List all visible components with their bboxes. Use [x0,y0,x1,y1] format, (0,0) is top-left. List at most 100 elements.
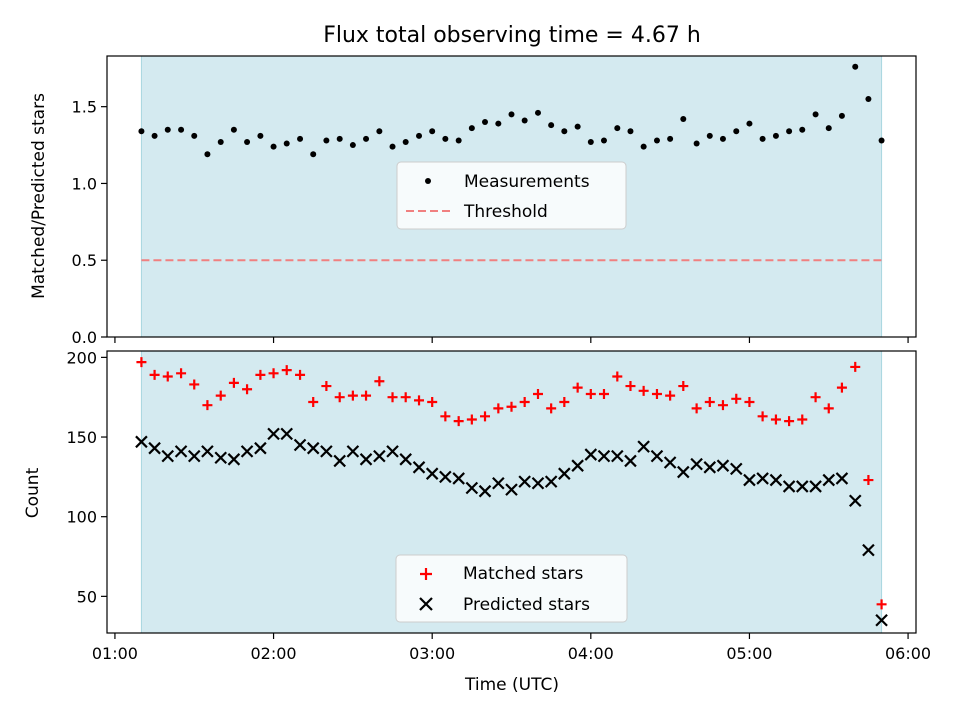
predicted-star-point [201,445,214,458]
measurement-point [548,122,555,129]
measurement-point [455,137,462,144]
matched-star-point [281,365,292,376]
x-tick-label: 06:00 [885,644,931,663]
measurement-point [534,109,541,116]
predicted-star-point [809,480,822,493]
measurement-point [151,132,158,139]
measurement-point [640,143,647,150]
predicted-star-point [597,449,611,463]
measurement-point [733,128,740,135]
measurement-point [574,123,581,130]
y-tick-label: 0.0 [72,328,97,347]
legend-box [395,554,628,623]
measurement-point [561,128,568,135]
plot-frame [106,55,917,338]
predicted-star-point [663,456,677,469]
measurement-point [270,143,277,150]
matched-star-point [850,361,861,372]
measurement-point [495,120,502,127]
predicted-star-point [187,449,201,463]
predicted-star-point [571,459,584,472]
predicted-star-point [267,427,280,441]
measurement-point [204,151,211,158]
legend-marker-matched [420,568,432,580]
matched-star-point [228,377,239,388]
predicted-star-point [293,438,307,452]
measurement-point [719,135,726,142]
matched-star-point [136,357,147,368]
predicted-star-point [835,472,849,485]
predicted-star-point [280,427,294,441]
predicted-star-point [624,454,637,468]
x-tick-label: 03:00 [409,644,455,663]
bottom-legend: Matched stars Predicted stars [395,554,628,623]
measurement-point [178,126,185,133]
matched-star-point [638,385,649,396]
matched-star-point [863,475,874,486]
measurement-point [363,135,370,142]
predicted-star-point [650,449,664,463]
matched-star-point [347,390,358,401]
y-tick-label: 0.5 [72,251,97,270]
matched-star-point [598,389,609,400]
measurement-point [138,128,145,135]
matched-star-point [149,369,160,380]
predicted-star-point [359,453,373,466]
measurement-point [878,137,885,144]
matched-star-point [162,371,173,382]
x-tick-label: 01:00 [92,644,138,663]
measurement-point [693,140,700,147]
predicted-star-point [743,473,756,487]
matched-star-point [427,396,438,407]
matched-star-point [453,416,464,427]
predicted-star-point [505,483,518,496]
measurement-point [680,115,687,122]
predicted-star-point [703,461,717,474]
predicted-star-point [769,473,783,487]
predicted-star-point [478,484,492,498]
predicted-star-point [452,472,465,485]
y-tick-label: 50 [77,587,97,606]
predicted-star-point [862,543,875,557]
predicted-star-point [161,449,175,463]
predicted-star-point [822,473,836,487]
plot-frame [106,350,917,634]
matched-star-point [836,382,847,393]
measurement-point [244,138,251,145]
measurement-point [852,63,859,70]
measurement-point [706,132,713,139]
matched-star-point [361,390,372,401]
predicted-star-point [135,435,148,449]
predicted-star-point [558,467,571,480]
matched-star-point [414,395,425,406]
top-y-axis-label: Matched/Predicted stars [29,93,49,299]
matched-star-point [440,411,451,422]
y-tick-label: 200 [66,348,97,367]
predicted-star-point [386,445,399,458]
x-tick-label: 02:00 [251,644,297,663]
measurement-point [429,128,436,135]
matched-star-point [876,599,887,610]
measurement-point [653,137,660,144]
legend-label-measurements: Measurements [464,172,590,192]
matched-star-point [308,396,319,407]
predicted-star-point [240,445,254,458]
legend-label-threshold: Threshold [463,202,548,222]
matched-star-point [546,403,557,414]
top-panel-flux-ratio: 0.0 0.5 1.0 1.5 Measurements Threshold [72,55,917,347]
predicted-star-point [254,441,267,455]
matched-star-point [770,414,781,425]
predicted-star-point [227,453,241,466]
matched-star-point [665,390,676,401]
legend-label-predicted: Predicted stars [463,595,590,615]
measurement-point [442,135,449,142]
measurement-point [230,126,237,133]
predicted-star-point [544,475,558,488]
measurement-point [257,132,264,139]
measurement-point [336,135,343,142]
measurement-point [799,126,806,133]
matched-star-point [532,389,543,400]
measurement-point [600,137,607,144]
predicted-star-point [518,475,531,488]
matched-star-point [810,392,821,403]
